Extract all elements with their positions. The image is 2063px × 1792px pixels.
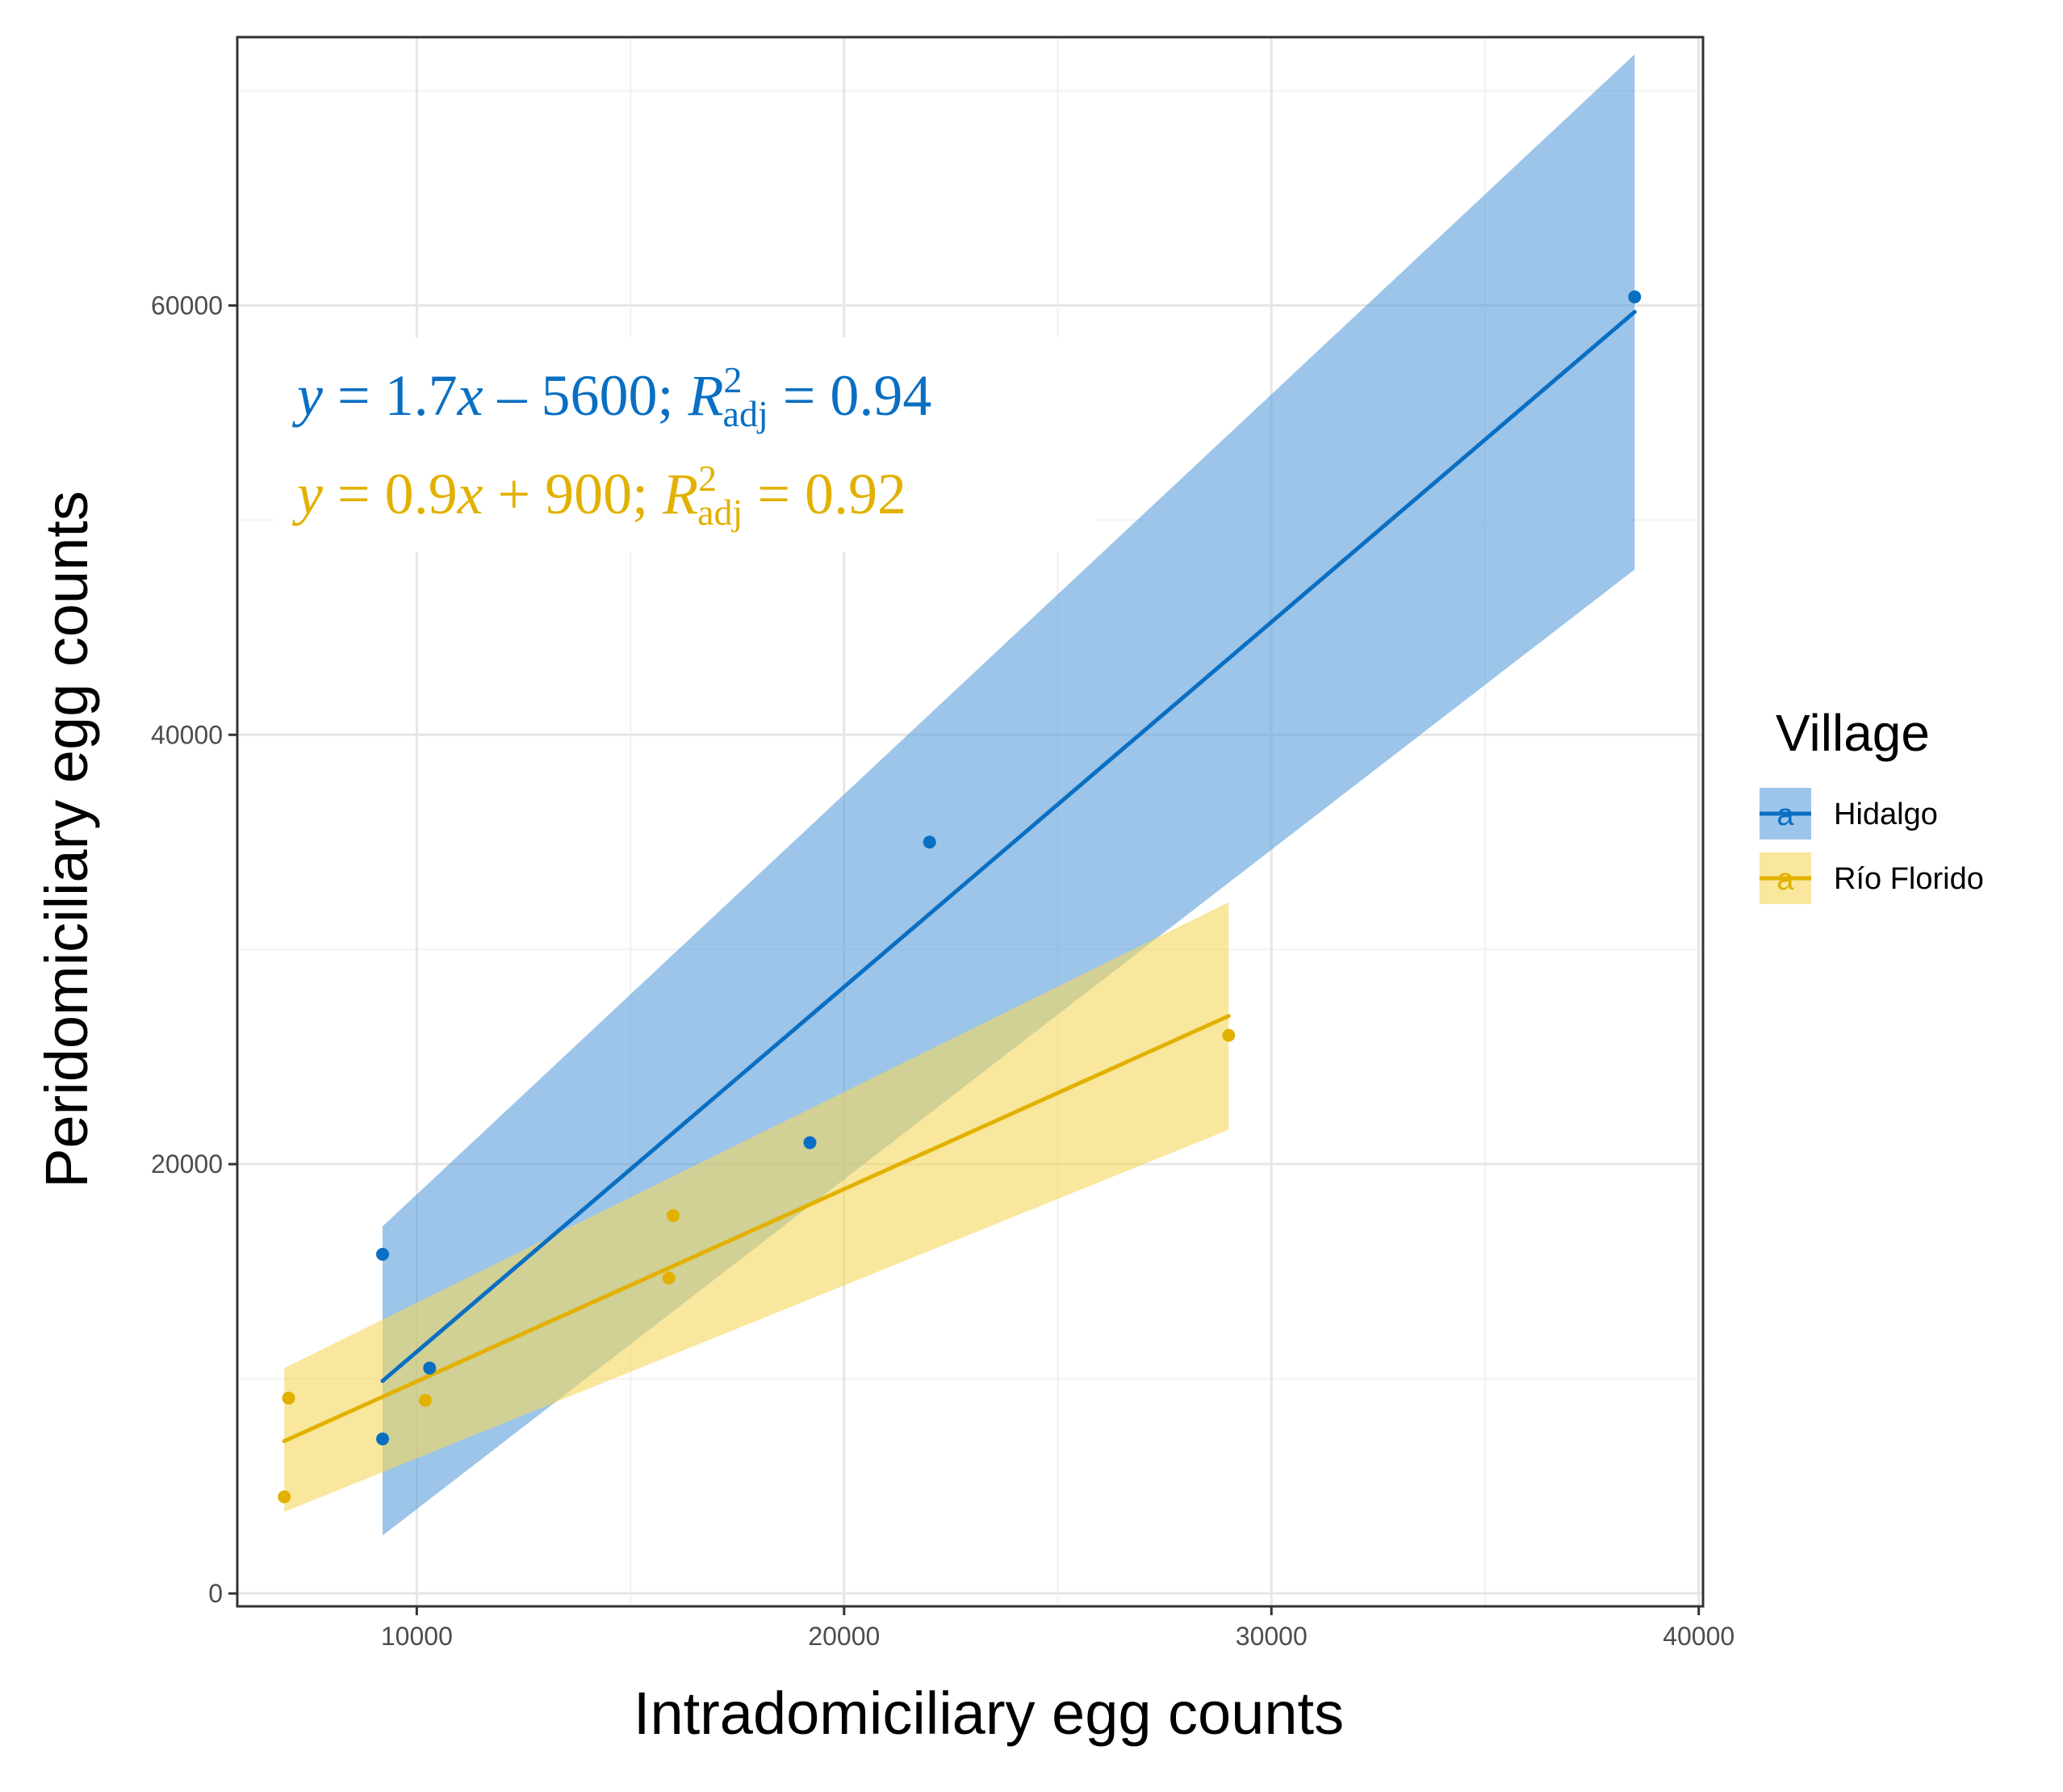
hidalgo-equation: y = 1.7x – 5600; R2 adj = 0.94: [291, 359, 931, 434]
data-point-1: [1222, 1028, 1236, 1042]
data-point-0: [1628, 290, 1642, 304]
fit-lines: [282, 309, 1637, 1443]
legend-key-glyph-0: a: [1776, 798, 1794, 832]
legend-label-1: Río Florido: [1834, 862, 1984, 896]
data-point-1: [282, 1392, 295, 1405]
confidence-band-1: [284, 902, 1229, 1512]
data-point-1: [662, 1271, 676, 1285]
x-axis-title: Intradomiciliary egg counts: [634, 1680, 1344, 1747]
confidence-bands: [284, 54, 1635, 1536]
equation-box: [274, 337, 1098, 552]
axes: 10000 20000 30000 40000 0 20000 40000 60000: [151, 291, 1735, 1651]
x-tick-label: 20000: [808, 1622, 880, 1651]
y-tick-label: 40000: [151, 720, 223, 749]
data-point-1: [667, 1208, 680, 1222]
data-point-0: [803, 1136, 817, 1149]
y-tick-label: 20000: [151, 1149, 223, 1179]
legend-title: Village: [1776, 704, 1930, 762]
y-axis-title: Peridomiciliary egg counts: [33, 491, 100, 1188]
data-point-0: [423, 1361, 437, 1375]
legend-key-glyph-1: a: [1776, 863, 1794, 897]
x-tick-label: 30000: [1236, 1622, 1308, 1651]
data-point-1: [278, 1490, 291, 1504]
y-tick-label: 60000: [151, 291, 223, 320]
legend-label-0: Hidalgo: [1834, 798, 1938, 831]
plot-border: [236, 36, 1705, 1608]
data-point-1: [418, 1393, 432, 1407]
data-point-0: [376, 1432, 390, 1446]
rio-florido-equation: y = 0.9x + 900; R2 adj = 0.92: [291, 458, 906, 533]
x-tick-label: 10000: [381, 1622, 453, 1651]
data-points: [278, 290, 1642, 1504]
data-point-0: [923, 835, 936, 849]
y-tick-label: 0: [208, 1579, 223, 1608]
fit-line-0: [380, 309, 1637, 1384]
data-point-0: [376, 1247, 390, 1261]
x-tick-label: 40000: [1663, 1622, 1735, 1651]
legend: a Hidalgo a Río Florido: [1760, 788, 1984, 904]
fit-line-1: [282, 1014, 1231, 1443]
